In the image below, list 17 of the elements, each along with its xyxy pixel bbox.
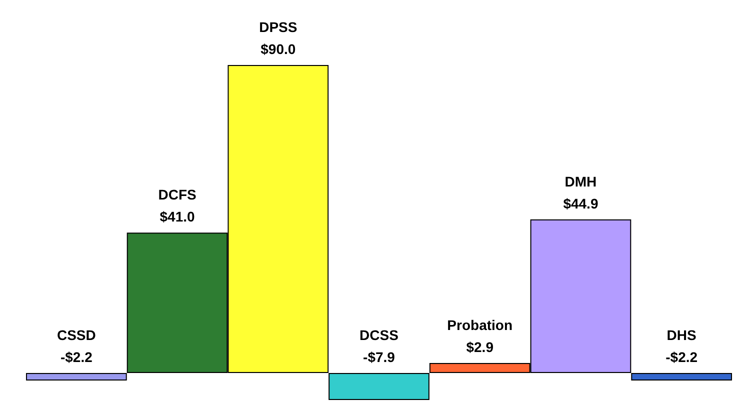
x-tick-label: DHS <box>666 326 696 343</box>
data-label: $90.0 <box>260 41 296 57</box>
bar <box>631 372 732 380</box>
x-tick-label: DCSS <box>360 326 398 343</box>
x-tick-label: DMH <box>564 173 597 190</box>
bar <box>26 372 127 380</box>
data-label: -$2.2 <box>60 348 93 365</box>
x-tick-label: DCFS <box>158 186 196 203</box>
data-label: $2.9 <box>466 339 494 356</box>
data-label: $44.9 <box>563 195 598 212</box>
x-tick-label: Probation <box>447 317 513 334</box>
x-tick-label: DPSS <box>259 19 298 35</box>
data-label: -$7.9 <box>363 348 396 365</box>
data-label: $41.0 <box>160 208 196 225</box>
data-label: -$2.2 <box>666 348 698 365</box>
x-tick-label: CSSD <box>56 326 96 343</box>
bar <box>328 372 430 400</box>
